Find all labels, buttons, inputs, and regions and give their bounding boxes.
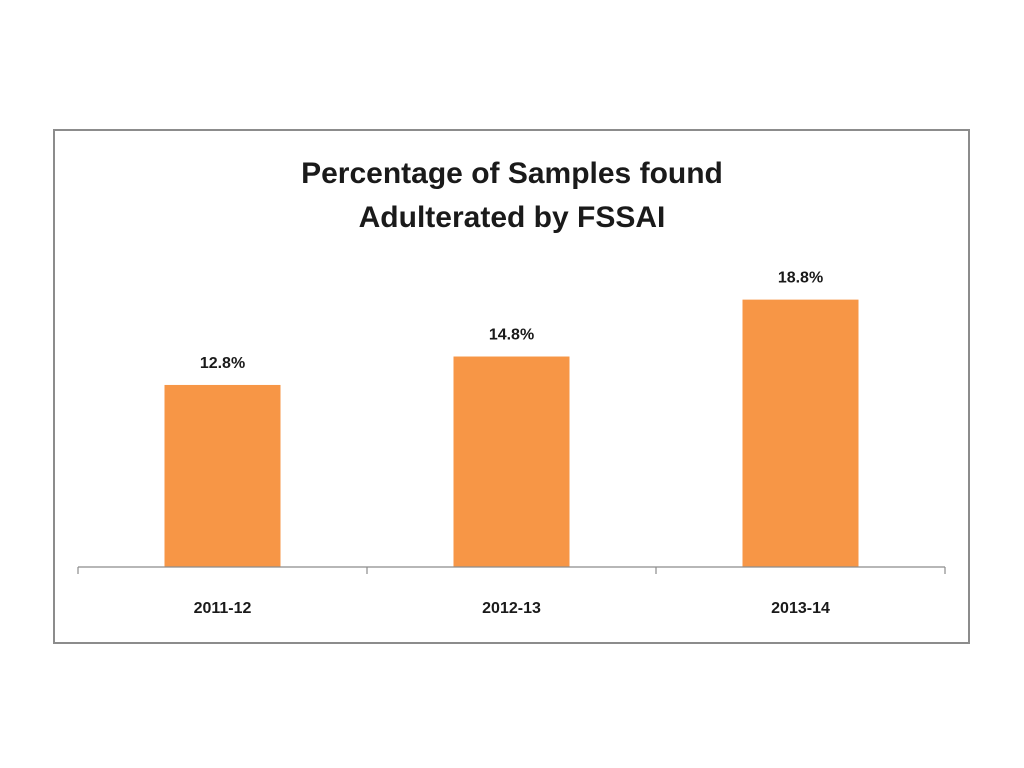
x-tick-label-2012-13: 2012-13 — [482, 600, 541, 617]
data-label-2012-13: 14.8% — [489, 327, 534, 344]
x-tick-label-2013-14: 2013-14 — [771, 600, 830, 617]
bar-2013-14 — [742, 299, 859, 567]
chart-title-line-1: Percentage of Samples found — [301, 157, 723, 190]
x-tick-label-2011-12: 2011-12 — [194, 600, 252, 617]
bar-2011-12 — [164, 384, 281, 567]
data-label-2011-12: 12.8% — [200, 355, 245, 372]
chart-title-line-2: Adulterated by FSSAI — [358, 201, 666, 234]
chart-title: Percentage of Samples found Adulterated … — [0, 152, 1024, 240]
data-label-2013-14: 18.8% — [778, 270, 823, 287]
bar-2012-13 — [453, 356, 570, 567]
